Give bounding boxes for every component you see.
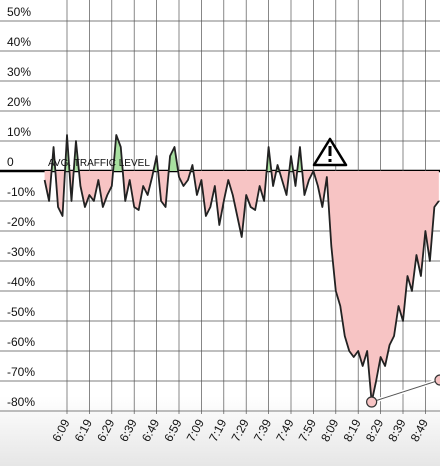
y-tick-label: -40% xyxy=(7,275,35,289)
plot xyxy=(43,134,440,408)
callout-line xyxy=(371,379,440,403)
y-tick-label: 10% xyxy=(7,125,31,139)
y-tick-label: 50% xyxy=(7,5,31,19)
y-tick-label: -30% xyxy=(7,245,35,259)
warning-mark xyxy=(328,146,332,156)
y-tick-label: -20% xyxy=(7,215,35,229)
annotation: AVG. TRAFFIC LEVEL xyxy=(48,158,150,169)
y-tick-label: -50% xyxy=(7,305,35,319)
line xyxy=(43,134,440,403)
y-tick-label: 40% xyxy=(7,35,31,49)
y-tick-label: -70% xyxy=(7,365,35,379)
y-tick-label: 0 xyxy=(7,155,14,169)
y-tick-label: -80% xyxy=(7,395,35,409)
y-tick-label: 20% xyxy=(7,95,31,109)
callout-end xyxy=(434,374,440,386)
area-below xyxy=(44,171,439,402)
y-tick-label: 30% xyxy=(7,65,31,79)
y-tick-label: -10% xyxy=(7,185,35,199)
y-tick-label: -60% xyxy=(7,335,35,349)
warning-mark xyxy=(328,159,332,162)
min-marker xyxy=(366,396,378,408)
